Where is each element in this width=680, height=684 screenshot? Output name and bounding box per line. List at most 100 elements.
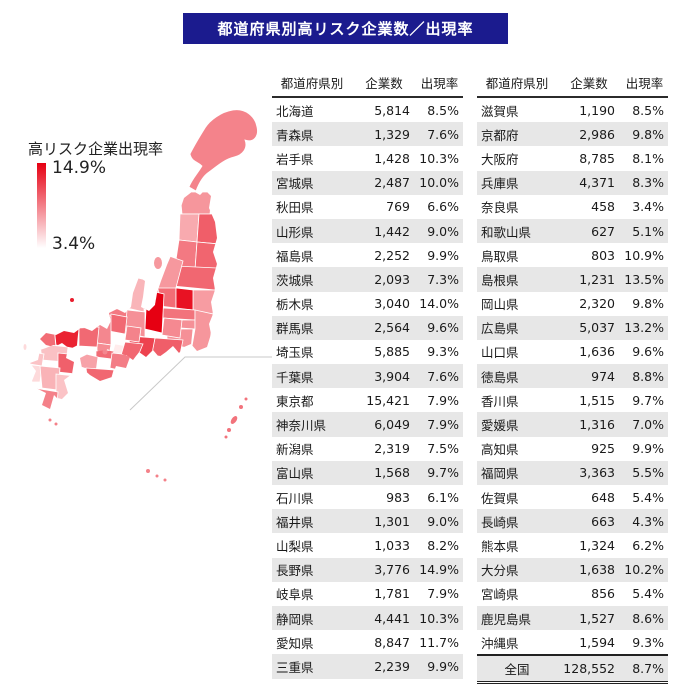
- prefecture-shape: [196, 213, 217, 245]
- prefecture-shape: [178, 213, 200, 243]
- table-row: 宮城県 2,487 10.0%: [272, 170, 463, 195]
- rate-cell: 14.0%: [419, 296, 459, 312]
- table-row: 三重県 2,239 9.9%: [272, 654, 463, 679]
- company-count-cell: 128,552: [563, 660, 615, 676]
- col-header-company-count: 企業数: [557, 70, 621, 98]
- legend-gradient-bar: [37, 163, 46, 248]
- rate-cell: 8.3%: [632, 175, 664, 191]
- company-count-cell: 3,040: [374, 296, 410, 312]
- left-table: 都道府県別 企業数 出現率 北海道 5,814 8.5% 青森県 1,329 7.6% 岩手…: [272, 70, 463, 679]
- rate-cell: 11.7%: [419, 634, 459, 650]
- prefecture-shape: [150, 337, 184, 360]
- tsushima-island-shape: [23, 344, 27, 350]
- col-header-rate: 出現率: [416, 70, 463, 98]
- prefecture-name-cell: 佐賀県: [481, 490, 519, 506]
- table-row: 香川県 1,515 9.7%: [477, 388, 668, 412]
- prefecture-name-cell: 京都府: [481, 127, 519, 143]
- company-count-cell: 1,515: [579, 392, 615, 408]
- table-row: 高知県 925 9.9%: [477, 437, 668, 461]
- table-row: 石川県 983 6.1%: [272, 485, 463, 509]
- prefecture-shape: [108, 313, 128, 335]
- rate-cell: 8.1%: [632, 150, 664, 166]
- company-count-cell: 2,487: [374, 175, 410, 191]
- rate-cell: 13.2%: [624, 320, 664, 336]
- table-row: 神奈川県 6,049 7.9%: [272, 412, 463, 437]
- table-header-row: 都道府県別 企業数 出現率: [272, 70, 463, 98]
- prefecture-shape: [33, 387, 59, 409]
- rate-cell: 5.1%: [632, 223, 664, 239]
- rate-cell: 7.5%: [427, 441, 459, 457]
- rate-cell: 10.0%: [419, 175, 459, 191]
- rate-cell: 13.5%: [624, 271, 664, 287]
- rate-cell: 7.9%: [427, 392, 459, 408]
- rate-cell: 9.0%: [427, 513, 459, 529]
- company-count-cell: 2,239: [374, 658, 410, 674]
- rate-cell: 9.8%: [632, 126, 664, 142]
- company-count-cell: 4,441: [374, 610, 410, 626]
- prefecture-name-cell: 和歌山県: [481, 224, 532, 240]
- company-count-cell: 458: [591, 199, 615, 215]
- col-header-prefecture: 都道府県別: [272, 70, 352, 98]
- table-row: 広島県 5,037 13.2%: [477, 315, 668, 340]
- prefecture-name-cell: 宮崎県: [481, 587, 519, 603]
- prefecture-shape: [85, 367, 115, 381]
- table-row: 長崎県 663 4.3%: [477, 509, 668, 534]
- table-row: 岡山県 2,320 9.8%: [477, 292, 668, 316]
- prefecture-name-cell: 沖縄県: [481, 635, 519, 651]
- company-count-cell: 648: [591, 489, 615, 505]
- prefecture-name-cell: 三重県: [276, 659, 314, 675]
- prefecture-name-cell: 全国: [504, 661, 530, 677]
- page: { "title": "都道府県別高リスク企業数／出現率", "colors":…: [23, 13, 668, 682]
- table-row: 群馬県 2,564 9.6%: [272, 315, 463, 340]
- rate-cell: 9.9%: [427, 247, 459, 263]
- table-row: 富山県 1,568 9.7%: [272, 460, 463, 485]
- prefecture-name-cell: 愛媛県: [481, 418, 519, 434]
- company-count-cell: 1,190: [579, 102, 615, 118]
- prefecture-shape: [30, 363, 43, 383]
- rate-cell: 4.3%: [632, 513, 664, 529]
- okinawa-island-shape: [224, 435, 228, 439]
- japan-map: [23, 109, 272, 482]
- company-count-cell: 3,363: [579, 465, 615, 481]
- table-row: 島根県 1,231 13.5%: [477, 267, 668, 292]
- prefecture-shape: [30, 351, 45, 367]
- prefecture-name-cell: 岐阜県: [276, 587, 314, 603]
- prefecture-name-cell: 奈良県: [481, 200, 519, 216]
- prefecture-shape: [144, 289, 165, 334]
- table-row: 愛媛県 1,316 7.0%: [477, 412, 668, 437]
- rate-cell: 10.3%: [419, 150, 459, 166]
- company-count-cell: 2,986: [579, 126, 615, 142]
- company-count-cell: 1,329: [374, 126, 410, 142]
- rate-cell: 7.6%: [427, 368, 459, 384]
- table-row: 埼玉県 5,885 9.3%: [272, 340, 463, 364]
- prefecture-shape: [188, 109, 258, 192]
- company-count-cell: 2,093: [374, 271, 410, 287]
- prefecture-name-cell: 徳島県: [481, 369, 519, 385]
- page-title: 都道府県別高リスク企業数／出現率: [217, 20, 474, 38]
- prefecture-name-cell: 栃木県: [276, 297, 314, 313]
- table-row: 熊本県 1,324 6.2%: [477, 533, 668, 557]
- prefecture-name-cell: 福岡県: [481, 466, 519, 482]
- rate-cell: 8.8%: [632, 368, 664, 384]
- rate-cell: 3.4%: [632, 199, 664, 215]
- prefecture-shape: [179, 191, 213, 215]
- amami-island-shape: [146, 469, 150, 473]
- table-row: 千葉県 3,904 7.6%: [272, 364, 463, 389]
- prefecture-name-cell: 鹿児島県: [481, 611, 532, 627]
- amami-island-shape: [155, 474, 159, 478]
- table-row: 栃木県 3,040 14.0%: [272, 292, 463, 316]
- prefecture-name-cell: 新潟県: [276, 442, 314, 458]
- prefecture-shape: [40, 320, 57, 349]
- rate-cell: 10.3%: [419, 610, 459, 626]
- rate-cell: 9.3%: [427, 344, 459, 360]
- rate-cell: 8.6%: [632, 610, 664, 626]
- prefecture-name-cell: 長崎県: [481, 514, 519, 530]
- prefecture-shape: [194, 241, 217, 271]
- prefecture-shape: [78, 326, 100, 348]
- prefecture-name-cell: 鳥取県: [481, 248, 519, 264]
- prefecture-name-cell: 富山県: [276, 466, 314, 482]
- prefecture-name-cell: 山口県: [481, 345, 519, 361]
- prefecture-name-cell: 千葉県: [276, 369, 314, 385]
- prefecture-name-cell: 神奈川県: [276, 418, 327, 434]
- okinawa-island-shape: [230, 416, 238, 424]
